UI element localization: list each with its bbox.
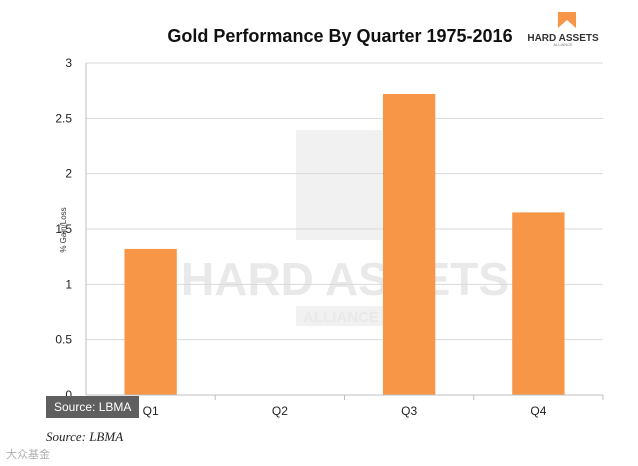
x-tick-label: Q1 [143, 404, 159, 418]
x-tick-label: Q3 [401, 404, 417, 418]
logo-text: HARD ASSETS [527, 33, 599, 44]
watermark-sub-bg [296, 306, 386, 326]
y-tick-labels: 0 0.5 1 1.5 2 2.5 3 [55, 56, 72, 402]
y-tick-label: 0 [65, 388, 72, 402]
y-tick-label: 0.5 [55, 333, 72, 347]
x-tick-label: Q2 [272, 404, 288, 418]
bar-q3 [382, 93, 436, 395]
chart-title: Gold Performance By Quarter 1975-2016 [167, 26, 512, 46]
y-tick-label: 3 [65, 56, 72, 70]
bar-q4 [512, 212, 565, 395]
source-note: Source: LBMA [46, 429, 124, 444]
bar-q1 [124, 248, 177, 395]
watermark-text-main: HARD ASSETS [181, 253, 509, 305]
logo-subtext: ALLIANCE [553, 42, 573, 47]
source-badge: Source: LBMA [46, 396, 140, 418]
y-tick-label: 1 [65, 277, 72, 291]
hard-assets-logo: HARD ASSETS ALLIANCE [527, 12, 599, 47]
watermark: HARD ASSETS ALLIANCE [181, 130, 509, 326]
y-tick-label: 2.5 [55, 111, 72, 125]
x-tick-labels: Q1 Q2 Q3 Q4 [143, 395, 604, 418]
footer-watermark: 大众基金 [6, 449, 50, 461]
logo-notch-icon [558, 20, 576, 28]
y-tick-label: 1.5 [55, 222, 72, 236]
bars [124, 93, 565, 395]
x-tick-label: Q4 [530, 404, 546, 418]
watermark-logo-shape [296, 130, 382, 240]
y-axis-label: % Gain/Loss [59, 207, 68, 252]
watermark-text-sub: ALLIANCE [303, 309, 379, 326]
y-tick-label: 2 [65, 167, 72, 181]
